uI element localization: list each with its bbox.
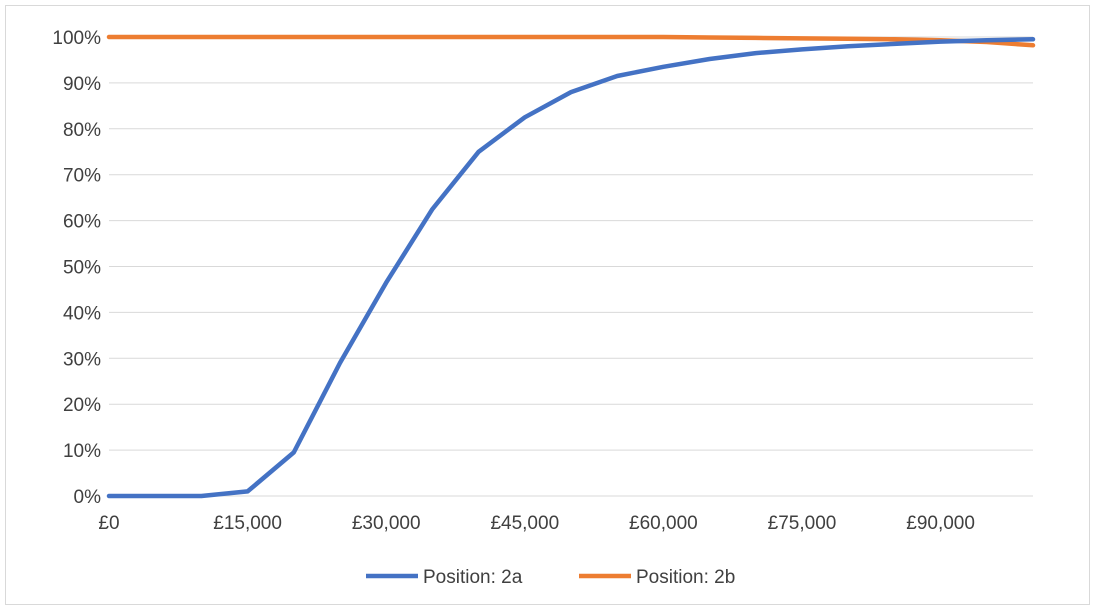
- series-line-2a: [106, 37, 1036, 499]
- legend-label-2b: Position: 2b: [636, 567, 735, 588]
- y-tick-label: 40%: [63, 303, 101, 324]
- y-tick-label: 70%: [63, 166, 101, 187]
- y-tick-label: 20%: [63, 395, 101, 416]
- y-tick-label: 10%: [63, 441, 101, 462]
- y-axis-tick-labels: 0% 10% 20% 30% 40% 50% 60% 70% 80% 90% 100%: [52, 28, 101, 508]
- series-line-2b: [106, 34, 1036, 48]
- chart-area: 0% 10% 20% 30% 40% 50% 60% 70% 80% 90% 100% £0 £15,…: [5, 5, 1090, 605]
- legend: Position: 2a Position: 2b: [366, 567, 735, 588]
- series-lines: [106, 34, 1036, 499]
- x-tick-label: £60,000: [629, 513, 698, 534]
- x-tick-label: £75,000: [768, 513, 837, 534]
- y-tick-label: 60%: [63, 212, 101, 233]
- y-tick-label: 80%: [63, 120, 101, 141]
- y-tick-label: 30%: [63, 349, 101, 370]
- x-tick-label: £90,000: [906, 513, 975, 534]
- legend-label-2a: Position: 2a: [423, 567, 523, 588]
- x-axis-tick-labels: £0 £15,000 £30,000 £45,000 £60,000 £75,000 £90…: [98, 513, 975, 534]
- x-tick-label: £30,000: [352, 513, 421, 534]
- y-tick-label: 50%: [63, 258, 101, 279]
- y-tick-label: 100%: [52, 28, 101, 49]
- x-tick-label: £15,000: [213, 513, 282, 534]
- y-tick-label: 90%: [63, 74, 101, 95]
- line-chart: 0% 10% 20% 30% 40% 50% 60% 70% 80% 90% 100% £0 £15,…: [52, 28, 1036, 588]
- gridlines: [109, 36, 1033, 497]
- y-tick-label: 0%: [74, 487, 102, 508]
- x-tick-label: £45,000: [490, 513, 559, 534]
- x-tick-label: £0: [98, 513, 119, 534]
